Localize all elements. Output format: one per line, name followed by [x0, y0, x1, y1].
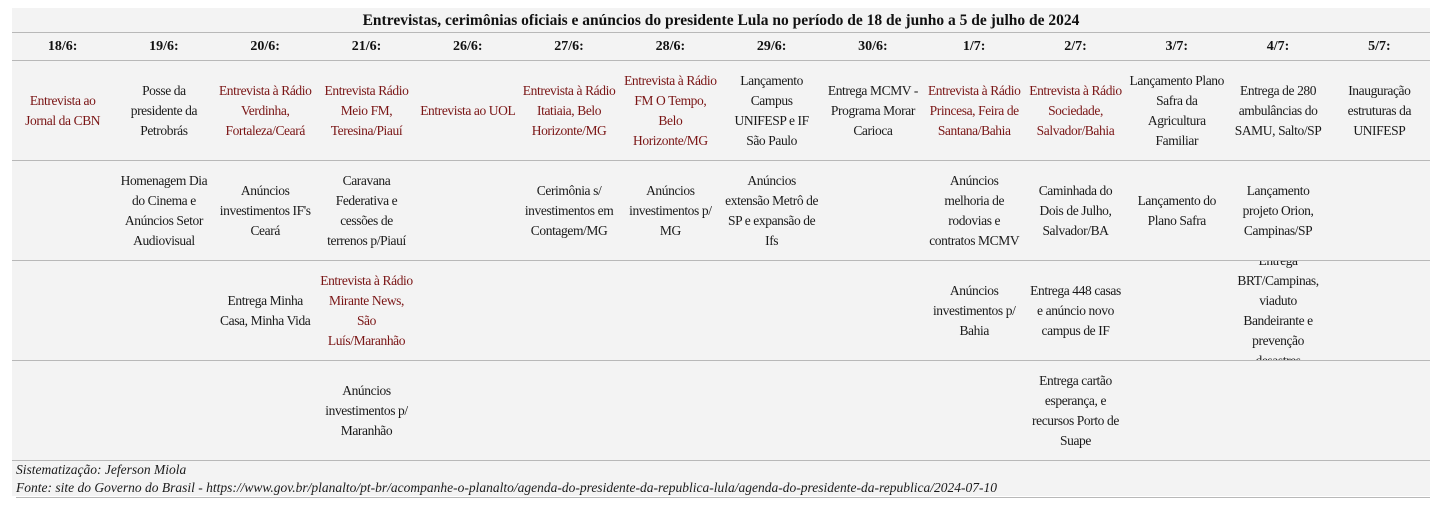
date-header: 18/6: — [47, 39, 78, 54]
event-cell — [113, 261, 214, 360]
table-footer: Sistematização: Jeferson Miola Fonte: si… — [12, 461, 1430, 498]
event-cell — [417, 361, 518, 460]
date-header: 4/7: — [1266, 39, 1290, 54]
interview-cell: Entrevista à Rádio Mirante News, São Luí… — [320, 272, 413, 348]
event-cell — [518, 361, 619, 460]
event-cell: Entrega Minha Casa, Minha Vida — [220, 292, 311, 328]
event-cell: Entrega BRT/Campinas, viaduto Bandeirant… — [1237, 261, 1319, 360]
table-row: Entrega Minha Casa, Minha Vida Entrevista… — [12, 261, 1430, 361]
event-cell — [1227, 361, 1328, 460]
event-cell — [924, 361, 1025, 460]
interview-cell: Entrevista ao UOL — [420, 102, 516, 118]
event-cell — [12, 161, 113, 260]
date-header: 3/7: — [1165, 39, 1189, 54]
table-body: Entrevista ao Jornal da CBN Posse da pres… — [12, 61, 1430, 461]
event-cell — [1126, 361, 1227, 460]
event-cell — [12, 261, 113, 360]
event-cell: Anúncios investimentos p/ MG — [629, 182, 712, 238]
event-cell — [822, 261, 923, 360]
event-cell: Anúncios melhoria de rodovias e contrato… — [929, 172, 1020, 248]
event-cell — [113, 361, 214, 460]
event-cell: Entrega MCMV - Programa Morar Carioca — [827, 82, 919, 138]
table-title: Entrevistas, cerimônias oficiais e anúnc… — [12, 8, 1430, 33]
date-header: 5/7: — [1368, 39, 1391, 54]
event-cell: Caminhada do Dois de Julho, Salvador/BA — [1038, 182, 1113, 238]
event-cell — [822, 361, 923, 460]
interview-cell: Entrevista à Rádio Itatiaia, Belo Horizo… — [522, 82, 616, 138]
event-cell — [1329, 261, 1430, 360]
event-cell: Anúncios investimentos p/ Maranhão — [325, 382, 408, 438]
event-cell — [1329, 161, 1430, 260]
source-note: Fonte: site do Governo do Brasil - https… — [16, 479, 1430, 498]
event-cell — [721, 261, 822, 360]
date-header: 1/7: — [962, 39, 986, 54]
event-cell: Posse da presidente da Petrobrás — [130, 82, 198, 138]
event-cell — [1126, 261, 1227, 360]
event-cell: Cerimônia s/ investimentos em Contagem/M… — [524, 182, 614, 238]
event-cell: Inauguração estruturas da UNIFESP — [1347, 82, 1412, 138]
event-cell — [518, 261, 619, 360]
event-cell — [417, 261, 518, 360]
date-header: 2/7: — [1064, 39, 1087, 54]
interview-cell: Entrevista ao Jornal da CBN — [25, 92, 101, 128]
event-cell: Caravana Federativa e cessões de terreno… — [327, 172, 406, 248]
event-cell — [620, 261, 721, 360]
date-header: 28/6: — [655, 39, 686, 54]
date-header: 27/6: — [554, 39, 584, 54]
event-cell: Lançamento do Plano Safra — [1137, 192, 1217, 228]
date-header: 19/6: — [149, 39, 179, 54]
event-cell: Anúncios investimentos IF's Ceará — [219, 182, 311, 238]
event-cell — [417, 161, 518, 260]
date-header: 29/6: — [756, 39, 787, 54]
event-cell — [12, 361, 113, 460]
date-header: 26/6: — [453, 39, 483, 54]
table-row: Entrevista ao Jornal da CBN Posse da pres… — [12, 61, 1430, 161]
date-header: 20/6: — [250, 39, 280, 54]
event-cell: Lançamento Plano Safra da Agricultura Fa… — [1129, 72, 1225, 148]
event-cell — [215, 361, 316, 460]
date-header: 21/6: — [351, 39, 382, 54]
event-cell — [1329, 361, 1430, 460]
interview-cell: Entrevista Rádio Meio FM, Teresina/Piauí — [324, 82, 409, 138]
event-cell: Entrega 448 casas e anúncio novo campus … — [1030, 282, 1121, 338]
table-row: Anúncios investimentos p/ Maranhão Entreg… — [12, 361, 1430, 461]
interview-cell: Entrevista à Rádio FM O Tempo, Belo Hori… — [624, 72, 717, 148]
credit-note: Sistematização: Jeferson Miola — [16, 462, 187, 477]
date-header: 30/6: — [858, 39, 888, 54]
event-cell: Entrega de 280 ambulâncias do SAMU, Salt… — [1234, 82, 1322, 138]
interview-cell: Entrevista à Rádio Sociedade, Salvador/B… — [1029, 82, 1122, 138]
table-row: Homenagem Dia do Cinema e Anúncios Setor… — [12, 161, 1430, 261]
event-cell: Anúncios investimentos p/ Bahia — [932, 282, 1016, 338]
date-header-row: 18/6: 19/6: 20/6: 21/6: 26/6: 27/6: 28/6: 29/6:… — [12, 33, 1430, 61]
interview-cell: Entrevista à Rádio Princesa, Feira de Sa… — [927, 82, 1021, 138]
event-cell — [620, 361, 721, 460]
event-cell: Homenagem Dia do Cinema e Anúncios Setor… — [120, 172, 208, 248]
event-cell — [822, 161, 923, 260]
event-cell: Entrega cartão esperança, e recursos Por… — [1032, 372, 1119, 448]
event-cell: Lançamento Campus UNIFESP e IF São Paulo — [734, 72, 810, 148]
event-cell — [721, 361, 822, 460]
agenda-table: Entrevistas, cerimônias oficiais e anúnc… — [12, 8, 1430, 498]
interview-cell: Entrevista à Rádio Verdinha, Fortaleza/C… — [218, 82, 312, 138]
event-cell: Lançamento projeto Orion, Campinas/SP — [1242, 182, 1314, 238]
event-cell: Anúncios extensão Metrô de SP e expansão… — [725, 172, 819, 248]
